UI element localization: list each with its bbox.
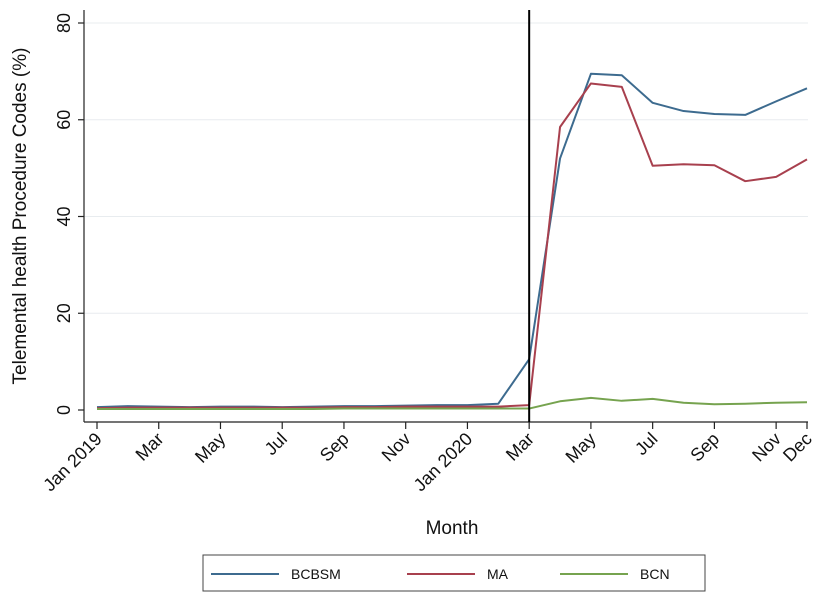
y-tick-label: 60 — [54, 110, 74, 130]
x-axis-title: Month — [426, 518, 479, 539]
legend-label-bcn: BCN — [640, 566, 670, 582]
x-tick-label: Jan 2020 — [410, 429, 477, 496]
x-tick-label: Jul — [261, 429, 291, 459]
x-tick-label: Nov — [378, 429, 415, 466]
series-line-bcbsm — [96, 72, 808, 409]
x-tick-label: May — [562, 429, 600, 467]
grid-layer — [84, 22, 808, 314]
series-line-bcn — [97, 396, 808, 411]
x-tick-label: Nov — [748, 429, 785, 466]
legend: BCBSM MA BCN — [202, 554, 706, 592]
legend-label-ma: MA — [487, 566, 509, 582]
legend-label-bcbsm: BCBSM — [291, 566, 341, 582]
y-tick-label: 80 — [54, 13, 74, 33]
x-tick-label: May — [191, 429, 229, 467]
x-tick-label: Jul — [631, 429, 661, 459]
x-tick-label: Sep — [316, 429, 353, 466]
x-tick-label: Dec — [779, 429, 813, 466]
x-tick-label: Sep — [686, 429, 723, 466]
series-layer — [96, 72, 808, 411]
x-tick-label: Mar — [132, 429, 168, 465]
y-tick-label: 20 — [54, 303, 74, 323]
y-tick-label: 40 — [54, 206, 74, 226]
x-tick-label: Mar — [502, 429, 538, 465]
series-line-ma — [96, 82, 808, 410]
x-tick-label: Jan 2019 — [39, 429, 106, 496]
legend-items: BCBSM MA BCN — [211, 566, 670, 582]
y-axis-title: Telemental health Procedure Codes (%) — [10, 48, 31, 385]
y-tick-label: 0 — [54, 405, 74, 415]
